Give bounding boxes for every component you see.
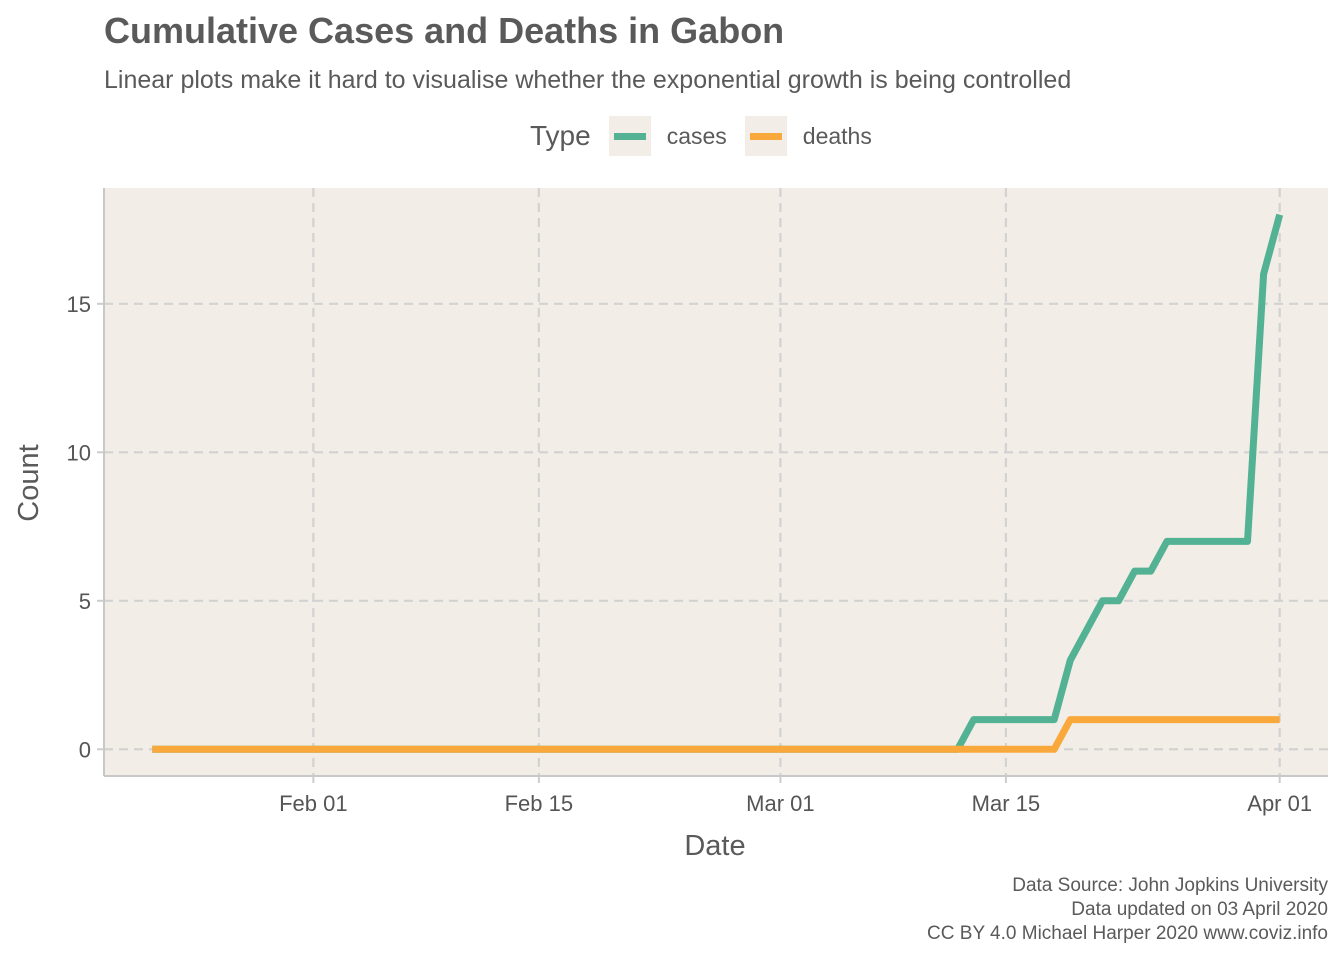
y-axis-title: Count	[13, 444, 45, 521]
legend: Type cases deaths	[530, 116, 890, 156]
x-tick-label: Feb 01	[279, 791, 348, 816]
x-tick-label: Apr 01	[1247, 791, 1312, 816]
caption: Data Source: John Jopkins University Dat…	[927, 874, 1328, 946]
y-axis-ticks: 0 5 10 15	[67, 292, 104, 762]
legend-key-deaths	[744, 116, 787, 156]
y-tick-label: 0	[79, 737, 91, 762]
x-tick-label: Mar 15	[972, 791, 1040, 816]
chart-title: Cumulative Cases and Deaths in Gabon	[104, 10, 785, 51]
y-tick-label: 15	[67, 292, 91, 317]
x-axis-title: Date	[684, 830, 745, 862]
legend-key-cases	[608, 116, 651, 156]
legend-title: Type	[530, 120, 591, 151]
y-tick-label: 5	[79, 589, 91, 614]
x-axis-ticks: Feb 01 Feb 15 Mar 01 Mar 15 Apr 01	[279, 776, 1312, 816]
legend-label-deaths: deaths	[802, 122, 872, 149]
legend-item-deaths: deaths	[744, 116, 872, 156]
y-tick-label: 10	[67, 440, 91, 465]
legend-label-cases: cases	[666, 122, 727, 149]
caption-updated: Data updated on 03 April 2020	[1071, 899, 1328, 920]
plot-panel	[104, 188, 1328, 776]
grid-lines	[104, 188, 1328, 776]
caption-source: Data Source: John Jopkins University	[1012, 875, 1328, 896]
caption-license: CC BY 4.0 Michael Harper 2020 www.coviz.…	[927, 923, 1328, 944]
series-line-cases	[152, 213, 1284, 753]
x-tick-label: Mar 01	[746, 791, 814, 816]
series-layer	[152, 213, 1284, 753]
x-tick-label: Feb 15	[505, 791, 574, 816]
series-line-deaths	[152, 716, 1280, 753]
chart-subtitle: Linear plots make it hard to visualise w…	[104, 66, 1072, 94]
legend-item-cases: cases	[608, 116, 727, 156]
